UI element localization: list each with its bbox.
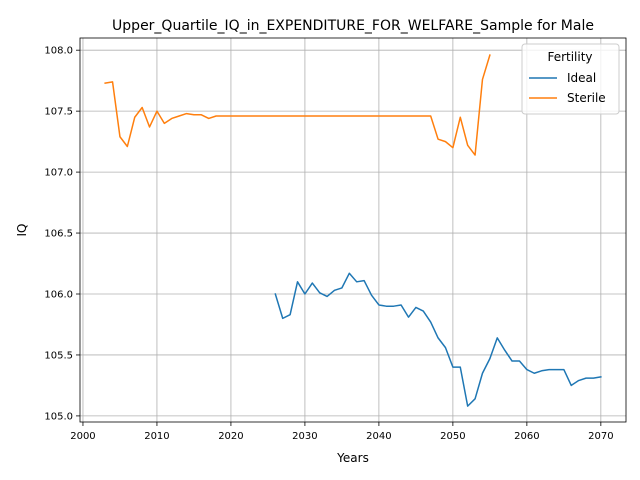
legend-label-sterile: Sterile — [567, 91, 606, 105]
y-tick-label: 105.5 — [44, 350, 73, 361]
series-layer — [104, 54, 602, 407]
x-tick-label: 2030 — [292, 431, 317, 442]
x-tick-label: 2070 — [588, 431, 613, 442]
series-line-ideal — [274, 272, 602, 407]
y-tick-label: 106.5 — [44, 229, 73, 240]
y-tick-label: 107.5 — [44, 107, 73, 118]
legend-box — [521, 43, 620, 115]
legend-label-ideal: Ideal — [567, 71, 596, 85]
chart-title: Upper_Quartile_IQ_in_EXPENDITURE_FOR_WEL… — [112, 18, 594, 34]
y-tick-label: 105.0 — [44, 411, 73, 422]
x-tick-label: 2050 — [440, 431, 465, 442]
y-axis-label: IQ — [15, 224, 29, 237]
x-axis-ticks: 2000 2010 2020 2030 2040 2050 2060 2070 — [70, 422, 614, 442]
y-tick-label: 107.0 — [44, 168, 73, 179]
x-tick-label: 2010 — [144, 431, 169, 442]
legend-title: Fertility — [547, 50, 592, 64]
x-tick-label: 2060 — [514, 431, 539, 442]
x-tick-label: 2020 — [218, 431, 243, 442]
legend: Fertility Ideal Sterile — [521, 43, 620, 115]
y-tick-label: 106.0 — [44, 290, 73, 301]
series-line-sterile — [104, 54, 491, 156]
plot-frame — [79, 37, 627, 423]
y-axis-ticks: 105.0 105.5 106.0 106.5 107.0 107.5 108.0 — [44, 46, 80, 422]
x-tick-label: 2000 — [70, 431, 95, 442]
x-axis-label: Years — [336, 451, 369, 465]
y-tick-label: 108.0 — [44, 46, 73, 57]
x-tick-label: 2040 — [366, 431, 391, 442]
